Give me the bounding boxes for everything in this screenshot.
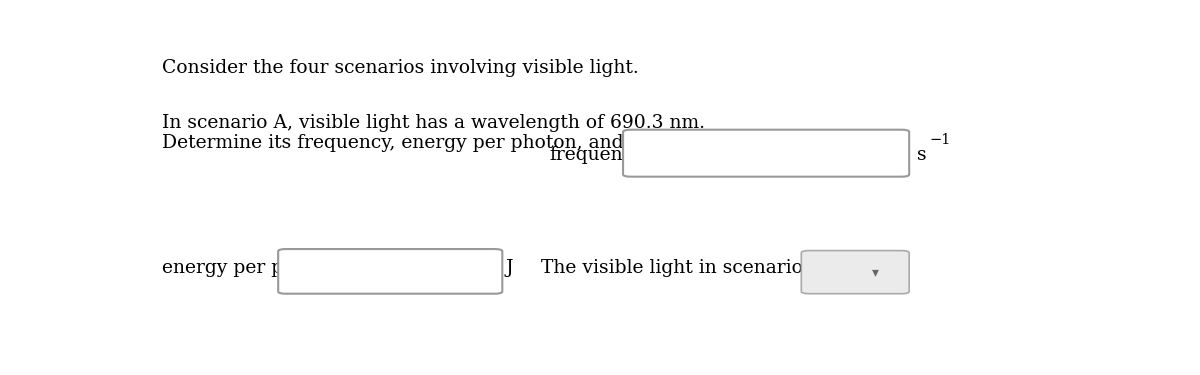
FancyBboxPatch shape bbox=[802, 251, 910, 294]
Text: frequency:: frequency: bbox=[550, 146, 650, 164]
Text: energy per photon:: energy per photon: bbox=[162, 259, 343, 277]
Text: Determine its frequency, energy per photon, and color.: Determine its frequency, energy per phot… bbox=[162, 134, 680, 152]
Text: −1: −1 bbox=[930, 134, 952, 147]
FancyBboxPatch shape bbox=[623, 130, 910, 177]
Text: s: s bbox=[917, 146, 926, 164]
Text: In scenario A, visible light has a wavelength of 690.3 nm.: In scenario A, visible light has a wavel… bbox=[162, 114, 704, 132]
FancyBboxPatch shape bbox=[278, 249, 503, 294]
Text: J: J bbox=[505, 259, 514, 277]
Text: The visible light in scenario A is: The visible light in scenario A is bbox=[541, 259, 845, 277]
Text: Consider the four scenarios involving visible light.: Consider the four scenarios involving vi… bbox=[162, 59, 638, 77]
Text: ▾: ▾ bbox=[872, 265, 880, 279]
